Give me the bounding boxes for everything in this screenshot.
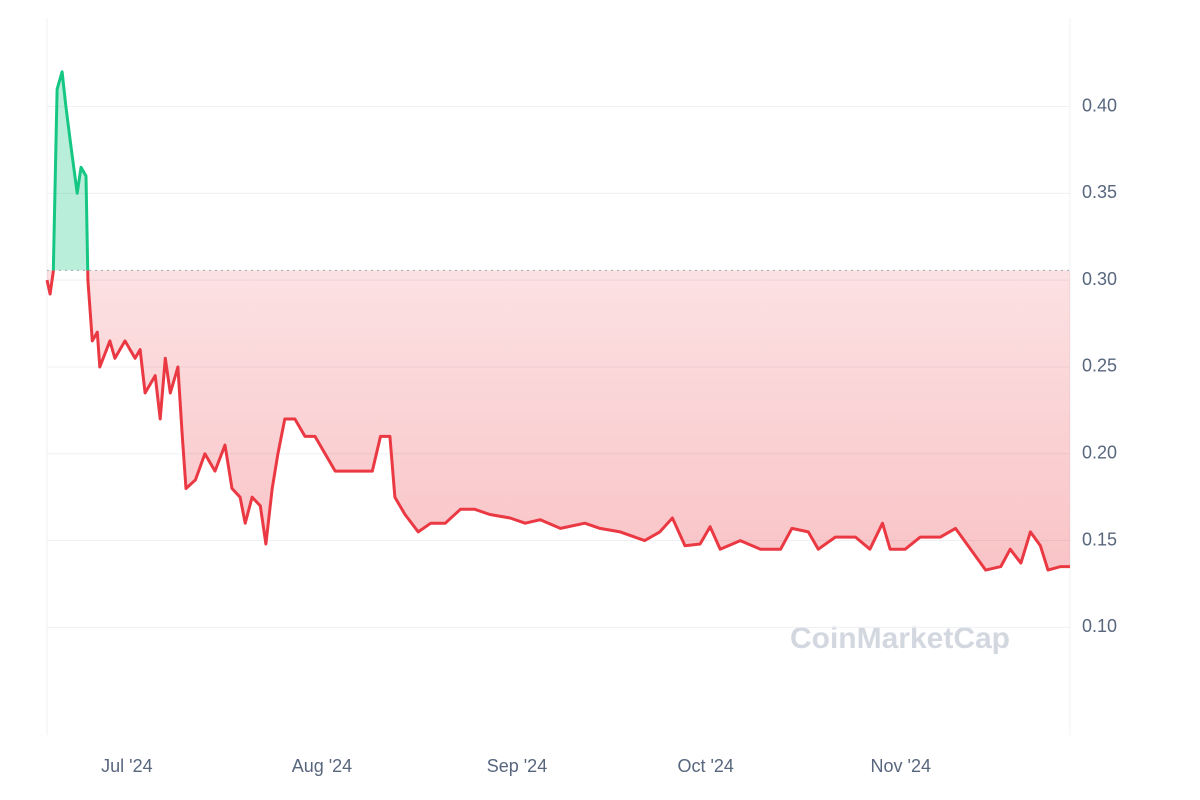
x-tick-label: Aug '24: [292, 756, 353, 776]
y-tick-label: 0.30: [1082, 269, 1117, 289]
y-tick-label: 0.20: [1082, 443, 1117, 463]
y-tick-label: 0.15: [1082, 529, 1117, 549]
y-tick-label: 0.25: [1082, 356, 1117, 376]
x-tick-label: Oct '24: [677, 756, 733, 776]
y-tick-label: 0.40: [1082, 95, 1117, 115]
y-tick-label: 0.10: [1082, 616, 1117, 636]
area-up: [53, 71, 88, 271]
price-line-down: [45, 270, 1070, 572]
x-tick-label: Nov '24: [871, 756, 931, 776]
x-tick-label: Jul '24: [101, 756, 152, 776]
area-down: [47, 270, 1070, 571]
y-tick-label: 0.35: [1082, 182, 1117, 202]
x-tick-label: Sep '24: [487, 756, 548, 776]
